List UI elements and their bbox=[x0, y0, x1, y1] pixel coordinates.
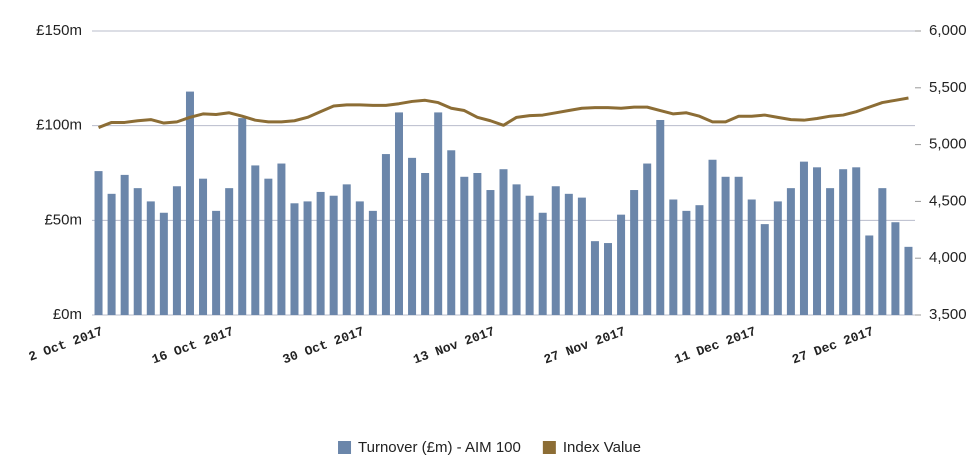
legend-swatch bbox=[542, 441, 556, 454]
bar bbox=[473, 173, 482, 315]
bar bbox=[551, 186, 560, 315]
y2-tick-label: 4,000 bbox=[929, 249, 967, 266]
bar bbox=[185, 91, 194, 315]
x-tick-label: 30 Oct 2017 bbox=[281, 324, 367, 367]
y-tick-label: £150m bbox=[36, 22, 82, 39]
bar bbox=[512, 184, 521, 315]
x-tick-label: 16 Oct 2017 bbox=[150, 324, 236, 367]
bar bbox=[891, 222, 900, 315]
legend-swatch bbox=[338, 441, 352, 454]
y2-tick-label: 5,000 bbox=[929, 136, 967, 153]
bar bbox=[878, 188, 887, 315]
y2-tick-label: 5,500 bbox=[929, 79, 967, 96]
bar bbox=[760, 224, 769, 315]
bar bbox=[604, 243, 613, 315]
bar bbox=[264, 178, 273, 315]
bar bbox=[394, 112, 403, 315]
bar bbox=[669, 199, 678, 315]
bar bbox=[721, 176, 730, 315]
x-tick-label: 27 Dec 2017 bbox=[790, 324, 876, 367]
bar bbox=[408, 157, 417, 315]
bar bbox=[238, 118, 247, 316]
bar bbox=[146, 201, 155, 315]
legend: Turnover (£m) - AIM 100 Index Value bbox=[338, 439, 641, 456]
bar bbox=[225, 188, 234, 315]
bar bbox=[159, 212, 168, 315]
bar bbox=[695, 205, 704, 315]
x-tick-label: 2 Oct 2017 bbox=[27, 324, 105, 365]
bar bbox=[786, 188, 795, 315]
legend-label: Index Value bbox=[563, 439, 641, 456]
bar bbox=[290, 203, 299, 315]
bar bbox=[564, 193, 573, 315]
bar bbox=[904, 246, 913, 315]
bar bbox=[747, 199, 756, 315]
bar bbox=[199, 178, 208, 315]
y2-tick-label: 3,500 bbox=[929, 306, 967, 323]
bar bbox=[342, 184, 351, 315]
bar bbox=[525, 195, 534, 315]
bar bbox=[434, 112, 443, 315]
bar bbox=[852, 167, 861, 315]
bar bbox=[708, 159, 717, 315]
bar bbox=[120, 174, 129, 315]
bar bbox=[813, 167, 822, 315]
bar bbox=[826, 188, 835, 315]
bar bbox=[107, 193, 116, 315]
bar bbox=[421, 173, 430, 315]
bar bbox=[277, 163, 286, 315]
bar bbox=[617, 214, 626, 315]
bar bbox=[172, 186, 181, 315]
bar bbox=[316, 191, 325, 315]
bar bbox=[486, 190, 495, 315]
bar bbox=[839, 169, 848, 315]
y-tick-label: £100m bbox=[36, 117, 82, 134]
bar bbox=[590, 241, 599, 315]
bar bbox=[734, 176, 743, 315]
bar bbox=[577, 197, 586, 315]
bar bbox=[251, 165, 260, 315]
bar bbox=[682, 210, 691, 315]
bar bbox=[773, 201, 782, 315]
x-tick-label: 11 Dec 2017 bbox=[672, 324, 758, 367]
bar bbox=[630, 190, 639, 315]
legend-label: Turnover (£m) - AIM 100 bbox=[358, 439, 521, 456]
bar bbox=[460, 176, 469, 315]
bar bbox=[212, 210, 221, 315]
bar bbox=[329, 195, 338, 315]
y-tick-label: £50m bbox=[44, 211, 82, 228]
bar bbox=[656, 119, 665, 315]
bar bbox=[355, 201, 364, 315]
bar bbox=[94, 171, 103, 315]
y-tick-label: £0m bbox=[53, 306, 82, 323]
y2-tick-label: 6,000 bbox=[929, 22, 967, 39]
bar bbox=[499, 169, 508, 315]
bar bbox=[799, 161, 808, 315]
bar bbox=[303, 201, 312, 315]
y2-tick-label: 4,500 bbox=[929, 192, 967, 209]
x-tick-label: 27 Nov 2017 bbox=[542, 324, 628, 367]
x-tick-label: 13 Nov 2017 bbox=[411, 324, 497, 367]
bar bbox=[381, 154, 390, 315]
index-line bbox=[97, 96, 909, 129]
bar bbox=[447, 150, 456, 315]
bar bbox=[368, 210, 377, 315]
bar bbox=[865, 235, 874, 315]
bar bbox=[643, 163, 652, 315]
bar bbox=[538, 212, 547, 315]
bar bbox=[133, 188, 142, 315]
